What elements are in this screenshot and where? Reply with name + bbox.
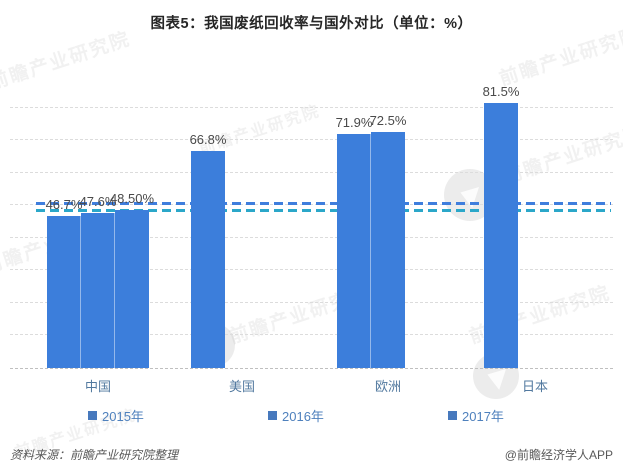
value-label-欧洲-2015年: 71.9% bbox=[335, 114, 373, 130]
value-label-美国-2015年: 66.8% bbox=[189, 131, 227, 147]
bar-日本-2015年 bbox=[484, 102, 518, 368]
bar-中国-2017年 bbox=[115, 210, 149, 368]
legend-label: 2017年 bbox=[462, 409, 504, 424]
bar-欧洲-2016年 bbox=[371, 131, 405, 368]
legend-item-2015: 2015年 bbox=[88, 406, 144, 425]
value-label-中国-2015年: 46.7% bbox=[45, 196, 83, 212]
category-label-3: 欧洲 bbox=[374, 379, 402, 394]
legend-marker-icon bbox=[448, 411, 457, 420]
value-label-中国-2017年: 48.50% bbox=[109, 191, 155, 207]
gridline bbox=[10, 301, 613, 303]
legend-item-2017: 2017年 bbox=[448, 406, 504, 425]
value-label-中国-2016年: 47.6% bbox=[79, 194, 117, 210]
plot-area: 46.7% 47.6% 48.50% 66.8% 71.9% 72.5% 81.5% bbox=[10, 75, 613, 369]
bar-欧洲-2015年 bbox=[337, 133, 371, 368]
bar-美国-2015年 bbox=[191, 150, 225, 368]
reference-line-1 bbox=[36, 201, 611, 205]
legend-label: 2015年 bbox=[102, 409, 144, 424]
value-label-日本-2015年: 81.5% bbox=[482, 83, 520, 99]
gridline bbox=[10, 269, 613, 271]
legend-label: 2016年 bbox=[282, 409, 324, 424]
x-axis: 中国 美国 欧洲 日本 bbox=[10, 376, 613, 396]
value-label-欧洲-2016年: 72.5% bbox=[369, 112, 407, 128]
bar-中国-2016年 bbox=[81, 213, 115, 368]
source-note: 资料来源：前瞻产业研究院整理 bbox=[10, 448, 179, 462]
category-label-1: 中国 bbox=[84, 379, 112, 394]
chart-title: 图表5：我国废纸回收率与国外对比（单位：%） bbox=[150, 16, 473, 32]
gridline bbox=[10, 171, 613, 173]
legend-item-2016: 2016年 bbox=[268, 406, 324, 425]
gridline bbox=[10, 334, 613, 336]
category-label-2: 美国 bbox=[228, 379, 256, 394]
category-label-4: 日本 bbox=[521, 379, 549, 394]
gridline bbox=[10, 106, 613, 108]
gridline bbox=[10, 236, 613, 238]
legend-marker-icon bbox=[268, 411, 277, 420]
credit-note: @前瞻经济学人APP bbox=[504, 448, 613, 462]
bar-中国-2015年 bbox=[47, 215, 81, 368]
gridline bbox=[10, 139, 613, 141]
legend: 2015年 2016年 2017年 bbox=[0, 406, 623, 424]
legend-marker-icon bbox=[88, 411, 97, 420]
gridline bbox=[10, 204, 613, 206]
reference-line-2 bbox=[36, 208, 611, 212]
